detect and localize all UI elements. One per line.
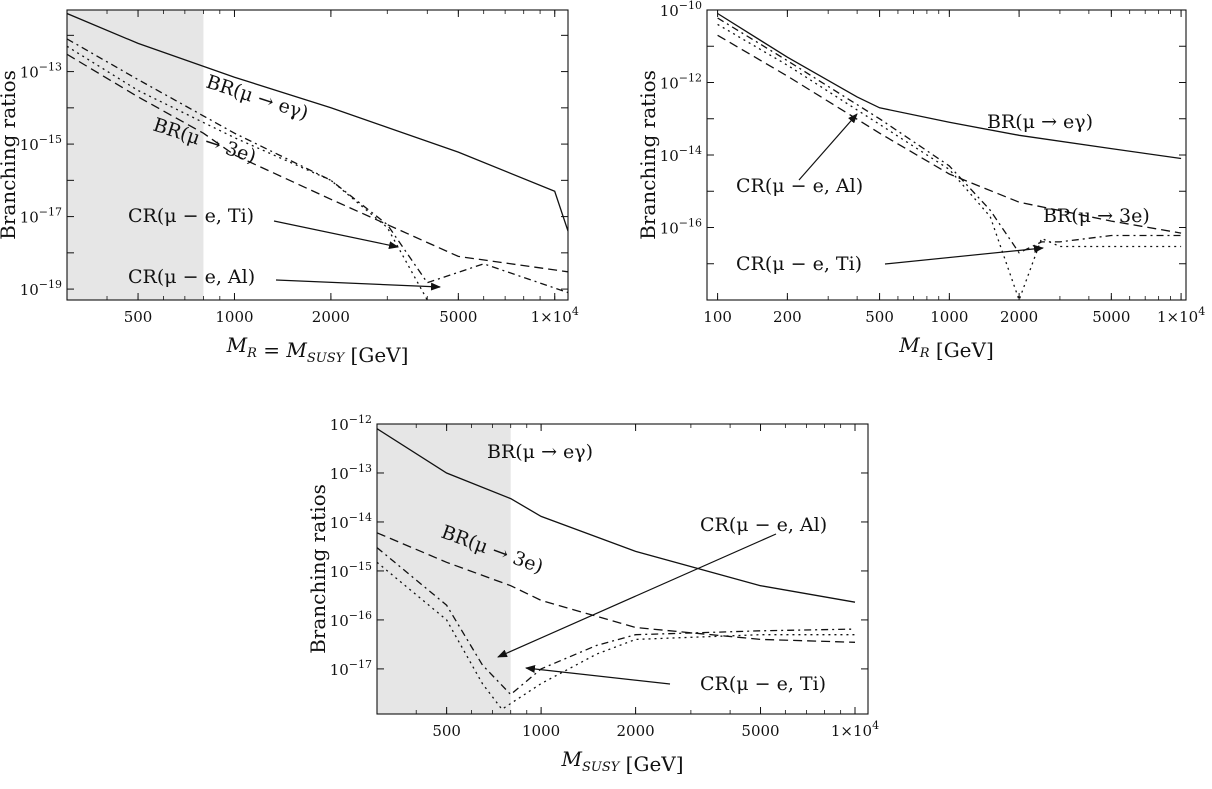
x-tick-label: 500: [432, 722, 461, 740]
y-tick-label: 10−19: [20, 278, 62, 299]
plot-frame: [66, 9, 569, 301]
shaded-region: [377, 424, 511, 714]
annotation-cr-ti: CR(μ − e, Ti): [128, 205, 254, 227]
x-tick-label: 2000: [1000, 308, 1038, 326]
y-tick-label: 10−17: [330, 658, 372, 679]
annotation-arrow: [497, 533, 777, 658]
annotation-arrow: [884, 244, 1044, 265]
chart-panel-c: 500 1000 2000 5000 1×104 10−12 10−13 10−14 10−15…: [306, 413, 879, 776]
x-axis-title: MR [GeV]: [898, 333, 994, 362]
x-tick-label: 5000: [1092, 308, 1130, 326]
annotation-br-egamma: BR(μ → eγ): [487, 441, 593, 463]
y-tick-label: 10−13: [330, 462, 372, 483]
series-line-br-egamma: [377, 428, 856, 603]
annotation-arrow: [525, 665, 671, 685]
x-tick-label: 1×104: [831, 719, 879, 740]
y-tick-label: 10−14: [660, 144, 702, 165]
series-line-br-egamma: [717, 12, 1182, 160]
x-tick-label: 1×104: [1157, 305, 1205, 326]
annotation-br-egamma: BR(μ → eγ): [203, 71, 311, 125]
x-tick-label: 1000: [522, 722, 560, 740]
annotation-br-egamma: BR(μ → eγ): [987, 111, 1093, 133]
y-tick-label: 10−10: [660, 0, 702, 20]
y-tick-label: 10−14: [330, 511, 372, 532]
series-line-br-3e: [377, 532, 856, 643]
y-axis-title: Branching ratios: [636, 70, 660, 240]
y-tick-label: 10−15: [330, 560, 372, 581]
y-tick-label: 10−15: [20, 133, 62, 154]
series-line-cr-al: [717, 17, 1182, 254]
chart-panel-b: 100 200 500 1000 2000 5000 1×104 10−10 10−12 10−1…: [636, 0, 1205, 362]
x-tick-label: 5000: [741, 722, 779, 740]
chart-panel-a: 500 1000 2000 5000 1×104 10−13 10−15 10−17 10−19…: [0, 9, 579, 367]
series-line-cr-ti: [67, 38, 568, 294]
series-line-br-3e: [67, 53, 568, 273]
annotation-cr-al: CR(μ − e, Al): [128, 266, 255, 288]
y-tick-label: 10−12: [330, 413, 372, 434]
x-axis-title: MSUSY [GeV]: [560, 747, 683, 776]
x-tick-label: 100: [703, 308, 732, 326]
annotation-cr-al: CR(μ − e, Al): [736, 175, 863, 197]
shaded-region: [67, 10, 204, 300]
annotation-cr-ti: CR(μ − e, Ti): [700, 673, 826, 695]
x-tick-label: 1000: [215, 308, 253, 326]
y-tick-label: 10−12: [660, 72, 702, 93]
y-tick-label: 10−13: [20, 61, 62, 82]
y-axis-title: Branching ratios: [306, 484, 330, 654]
x-tick-label: 200: [773, 308, 802, 326]
x-axis-title: MR = MSUSY [GeV]: [226, 333, 409, 367]
x-tick-label: 2000: [617, 722, 655, 740]
series-line-cr-al: [377, 547, 856, 696]
y-tick-label: 10−16: [330, 609, 372, 630]
annotation-arrow: [273, 220, 399, 250]
x-tick-label: 2000: [312, 308, 350, 326]
annotation-cr-al: CR(μ − e, Al): [700, 514, 827, 536]
x-tick-label: 1000: [930, 308, 968, 326]
x-tick-label: 500: [124, 308, 153, 326]
y-axis-title: Branching ratios: [0, 70, 20, 240]
annotation-cr-ti: CR(μ − e, Ti): [736, 253, 862, 275]
annotation-arrow: [798, 113, 858, 181]
annotation-br-3e: BR(μ → 3e): [1043, 205, 1150, 227]
plot-frame: [376, 423, 869, 715]
x-tick-label: 5000: [439, 308, 477, 326]
series-line-br-3e: [717, 34, 1182, 234]
annotation-arrow: [275, 279, 441, 291]
y-tick-label: 10−17: [20, 206, 62, 227]
series-line-br-egamma: [67, 12, 568, 232]
y-tick-label: 10−16: [660, 217, 702, 238]
x-tick-label: 1×104: [531, 305, 579, 326]
x-tick-label: 500: [865, 308, 894, 326]
series-line-cr-ti: [377, 561, 855, 711]
series-line-cr-ti: [717, 23, 1182, 300]
